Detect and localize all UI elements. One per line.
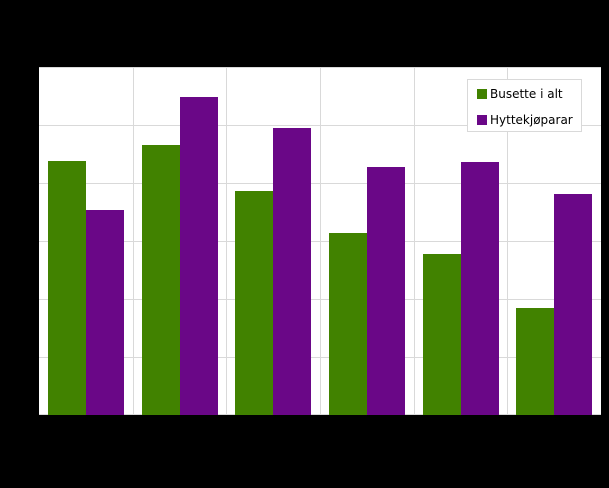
x-gridline: [320, 67, 321, 415]
bar-hyttekjoparar[interactable]: [273, 128, 311, 415]
x-gridline: [226, 67, 227, 415]
legend-label-busette: Busette i alt: [490, 87, 563, 101]
x-axis-line: [39, 414, 601, 415]
legend-swatch-busette: [477, 89, 487, 99]
legend-swatch-hyttekjoparar: [477, 115, 487, 125]
bar-busette[interactable]: [235, 191, 273, 415]
bar-busette[interactable]: [423, 254, 461, 415]
bar-hyttekjoparar[interactable]: [461, 162, 499, 415]
legend-label-hyttekjoparar: Hyttekjøparar: [490, 113, 573, 127]
bar-busette[interactable]: [142, 145, 180, 415]
legend-item-busette[interactable]: Busette i alt: [477, 87, 563, 101]
bar-hyttekjoparar[interactable]: [86, 210, 124, 415]
x-gridline: [507, 67, 508, 415]
x-gridline: [133, 67, 134, 415]
bar-busette[interactable]: [48, 161, 86, 415]
bar-hyttekjoparar[interactable]: [367, 167, 405, 415]
bar-hyttekjoparar[interactable]: [554, 194, 592, 415]
bar-busette[interactable]: [329, 233, 367, 415]
legend-item-hyttekjoparar[interactable]: Hyttekjøparar: [477, 113, 573, 127]
bar-busette[interactable]: [516, 308, 554, 415]
legend: Busette i alt Hyttekjøparar: [467, 79, 582, 132]
x-gridline: [414, 67, 415, 415]
bar-hyttekjoparar[interactable]: [180, 97, 218, 415]
